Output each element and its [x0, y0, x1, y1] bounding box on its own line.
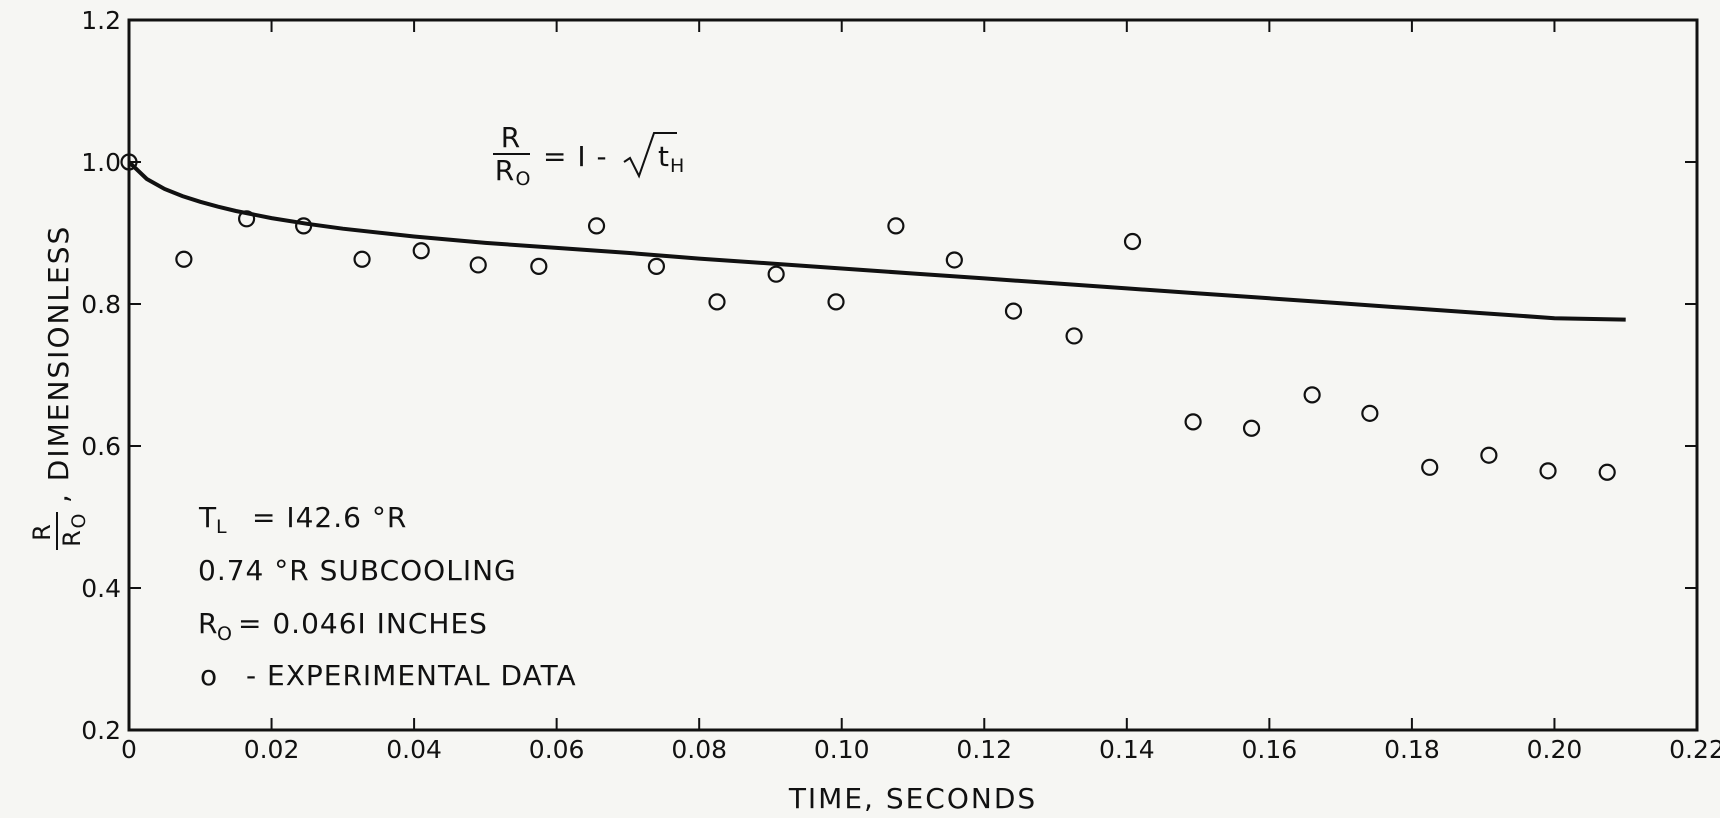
- y-axis-fraction-denominator: R: [58, 529, 86, 547]
- r0-label-sub: O: [217, 623, 232, 645]
- x-tick-label: 0.22: [1669, 735, 1720, 764]
- subcooling-text: 0.74 °R SUBCOOLING: [198, 554, 517, 587]
- radical-sign: [623, 132, 677, 179]
- data-point: [887, 217, 905, 235]
- x-tick-label: 0.16: [1242, 735, 1298, 764]
- data-point: [353, 250, 371, 268]
- data-point: [945, 251, 963, 269]
- conditions-annotation: T L = I42.6 °R 0.74 °R SUBCOOLING R O = …: [198, 501, 577, 692]
- tl-value: = I42.6 °R: [252, 501, 407, 534]
- data-point: [587, 217, 606, 235]
- data-point: [827, 293, 845, 311]
- x-tick-label: 0.10: [814, 735, 870, 764]
- data-point: [1123, 232, 1142, 251]
- y-axis-title-text: , DIMENSIONLESS: [42, 225, 75, 503]
- data-point: [1539, 462, 1557, 480]
- equation-radicand: t: [658, 140, 670, 173]
- y-axis-fraction-denominator-sub: O: [68, 514, 90, 529]
- y-tick-label: 0.8: [81, 290, 121, 319]
- r0-value: = 0.046I INCHES: [238, 607, 488, 640]
- equation-denominator-sub: O: [516, 168, 531, 190]
- data-points: [120, 153, 1616, 481]
- equation-numerator: R: [501, 121, 521, 154]
- data-point: [1598, 463, 1616, 481]
- y-axis-fraction-numerator: R: [28, 523, 56, 541]
- x-tick-label: 0.12: [956, 735, 1012, 764]
- equation-annotation: R R O = I - t H: [493, 121, 684, 190]
- tl-label: T: [198, 501, 217, 534]
- y-tick-label: 1.2: [81, 6, 121, 35]
- x-tick-label: 0.14: [1099, 735, 1155, 764]
- x-tick-label: 0.04: [386, 735, 442, 764]
- x-tick-label: 0.02: [244, 735, 300, 764]
- y-tick-label: 0.2: [81, 716, 121, 745]
- equation-radicand-sub: H: [670, 155, 684, 177]
- x-tick-label: 0: [121, 735, 137, 764]
- data-point: [1421, 458, 1439, 476]
- data-point: [469, 256, 487, 274]
- data-point: [1480, 446, 1498, 464]
- data-point: [1184, 413, 1202, 431]
- tl-label-sub: L: [216, 516, 227, 538]
- data-point: [238, 210, 256, 228]
- data-point: [412, 242, 430, 260]
- legend-text: - EXPERIMENTAL DATA: [246, 659, 577, 692]
- equation-denominator: R: [495, 154, 515, 187]
- data-point: [1004, 302, 1023, 320]
- x-tick-label: 0.08: [671, 735, 727, 764]
- data-point: [530, 257, 548, 275]
- y-axis-title: R R O , DIMENSIONLESS: [28, 225, 90, 550]
- tick-marks: [128, 19, 1698, 731]
- y-tick-label: 1.0: [81, 148, 121, 177]
- equation-rhs: = I -: [543, 140, 608, 173]
- x-tick-label: 0.18: [1384, 735, 1440, 764]
- data-point: [175, 250, 193, 268]
- data-point: [708, 293, 726, 311]
- plot-frame: [127, 18, 1699, 732]
- data-point: [1361, 404, 1379, 422]
- data-point: [767, 265, 785, 283]
- x-axis-title: TIME, SECONDS: [788, 782, 1037, 815]
- tick-labels: 0 0.02 0.04 0.06 0.08 0.10 0.12 0.14 0.16 0.18 0.2…: [81, 6, 1720, 764]
- data-point: [1242, 419, 1261, 437]
- legend-marker: o: [200, 659, 218, 692]
- y-tick-label: 0.4: [81, 574, 121, 603]
- data-point: [295, 217, 313, 235]
- r0-label: R: [198, 607, 218, 640]
- data-point: [1065, 327, 1083, 345]
- x-tick-label: 0.06: [529, 735, 585, 764]
- y-tick-label: 0.6: [81, 432, 121, 461]
- data-point: [647, 257, 666, 275]
- data-point: [120, 153, 138, 171]
- data-point: [1303, 386, 1321, 404]
- x-tick-label: 0.20: [1527, 735, 1583, 764]
- model-curve: [127, 160, 1626, 322]
